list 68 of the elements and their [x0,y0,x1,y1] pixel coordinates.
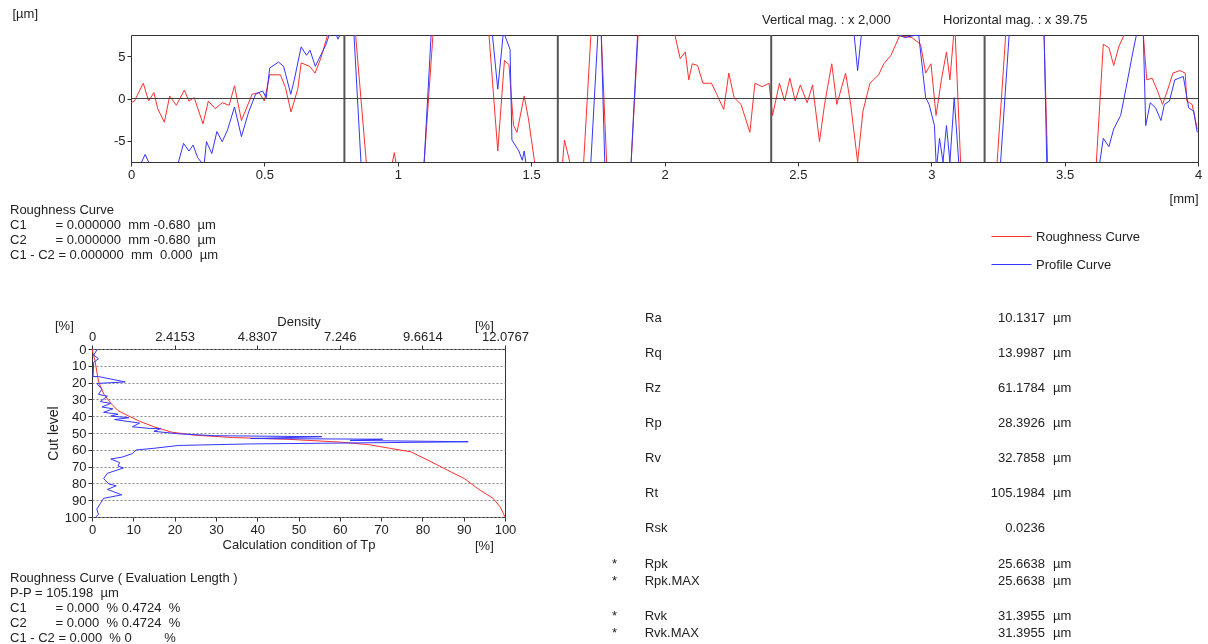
y-axis-title: [µm] [12,5,39,21]
x-tick-label: 20 [167,521,183,537]
x-tick-label: 0 [88,521,97,537]
text: [%] [55,318,74,333]
y-tick-label: 70 [72,459,87,475]
x-tick-label: 50 [291,521,307,537]
y-axis-title: Cut level [44,406,61,461]
y-tick-label: 80 [72,475,87,491]
text: Vertical mag. : x 2,000 [762,12,891,27]
x2-tick-label: 9.6614 [403,328,443,344]
y-tick-label: 60 [72,442,87,458]
y-tick-label: 10 [72,358,87,374]
x-tick-label: 40 [250,521,265,537]
x-tick-label: 1.5 [522,166,541,182]
text: * Rvk 31.3955 µm [612,608,1072,623]
x-tick-label: 3 [928,166,936,182]
y-tick-label: 100 [64,509,87,525]
text: [%] [475,538,494,553]
text: Ra 10.1317 µm [645,310,1072,325]
text: Rsk 0.0236 [645,520,1045,535]
y-tick-label: 40 [72,408,87,424]
text: Rv 32.7858 µm [645,450,1072,465]
text: C1 = 0.000 % 0.4724 % [10,600,181,615]
x-tick-label: 2 [661,166,669,182]
text: C2 = 0.000 % 0.4724 % [10,615,181,630]
x-tick-label: 90 [456,521,472,537]
text: P-P = 105.198 µm [10,585,119,600]
y-tick-label: 20 [72,375,87,391]
x-tick-label: 0.5 [255,166,274,182]
x-tick-label: 100 [494,521,517,537]
text: C1 - C2 = 0.000 % 0 % [10,630,176,644]
x-tick-label: 80 [415,521,431,537]
text: Rt 105.1984 µm [645,485,1072,500]
x-tick-label: 2.5 [789,166,808,182]
text: Roughness Curve [10,202,115,217]
x2-tick-label: 2.4153 [155,328,195,344]
x2-axis-title: Density [277,313,322,329]
x-axis-title: [mm] [1169,190,1199,206]
x-tick-label: 3.5 [1056,166,1075,182]
x-tick-label: 60 [333,521,348,537]
x-tick-label: 4 [1194,166,1203,182]
text: Horizontal mag. : x 39.75 [943,12,1088,27]
y-tick-label: 0 [118,91,126,106]
y-tick-label: 0 [79,341,87,357]
text: C1 = 0.000000 mm -0.680 µm [10,217,216,232]
y-tick-label: 90 [72,492,87,508]
y-tick-label: -5 [113,133,126,149]
x-axis-title: Calculation condition of Tp [222,536,376,552]
y-tick-label: 50 [72,425,87,441]
text: Rz 61.1784 µm [645,380,1072,395]
text: C1 - C2 = 0.000000 mm 0.000 µm [10,247,219,262]
text: Rp 28.3926 µm [645,415,1072,430]
text: Rq 13.9987 µm [645,345,1072,360]
x-tick-label: 70 [374,521,389,537]
legend-label: Roughness Curve [1036,228,1141,244]
text: * Rpk.MAX 25.6638 µm [612,573,1072,588]
legend-label: Profile Curve [1036,256,1112,272]
x-tick-label: 1 [394,166,402,182]
y-tick-label: 5 [118,48,126,64]
text: Roughness Curve ( Evaluation Length ) [10,570,238,585]
text: C2 = 0.000000 mm -0.680 µm [10,232,216,247]
text: * Rpk 25.6638 µm [612,556,1072,571]
x2-tick-label: 0 [88,328,97,344]
x2-tick-label: 7.246 [324,328,357,344]
x2-tick-label: 4.8307 [237,328,278,344]
y-tick-label: 30 [72,391,87,407]
x-tick-label: 30 [209,521,224,537]
text: * Rvk.MAX 31.3955 µm [612,625,1072,640]
